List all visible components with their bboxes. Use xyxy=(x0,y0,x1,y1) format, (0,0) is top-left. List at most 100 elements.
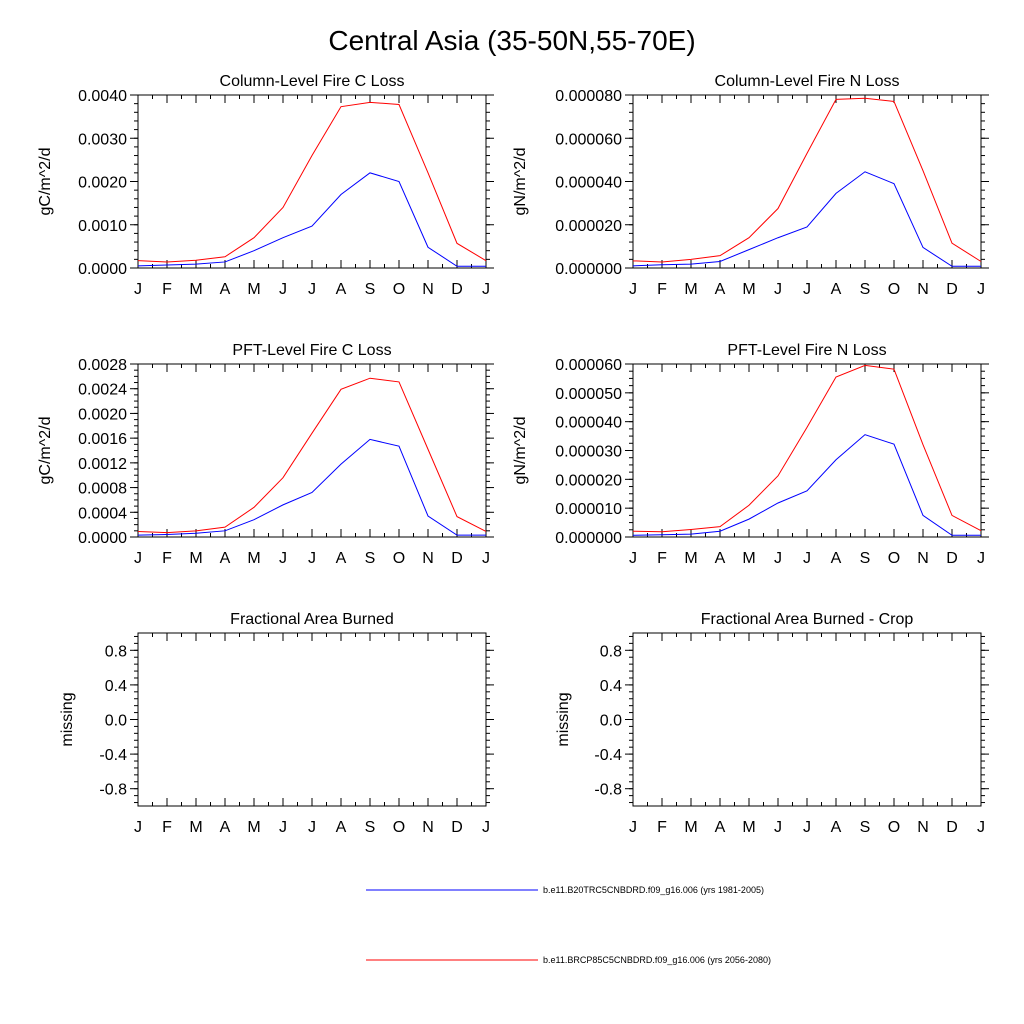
series-line-red xyxy=(632,364,982,533)
x-tick-label: N xyxy=(422,550,434,567)
x-tick-label: F xyxy=(162,550,172,567)
y-tick-label: 0.0000 xyxy=(78,261,127,278)
y-tick-label: 0.0008 xyxy=(78,481,127,498)
x-tick-label: S xyxy=(860,281,871,298)
x-tick-label: J xyxy=(308,281,316,298)
series-line-red xyxy=(137,377,487,534)
series-line-blue xyxy=(137,438,486,536)
x-tick-label: J xyxy=(308,819,316,836)
x-tick-label: J xyxy=(308,550,316,567)
y-tick-label: 0.000000 xyxy=(555,530,622,547)
y-tick-label: 0.0040 xyxy=(78,88,127,105)
y-tick-label: 0.000010 xyxy=(555,501,622,518)
y-axis-label: gC/m^2/d xyxy=(37,148,54,216)
x-tick-label: A xyxy=(715,819,726,836)
x-tick-label: A xyxy=(715,281,726,298)
y-axis-label: gC/m^2/d xyxy=(37,417,54,485)
y-tick-label: 0.0030 xyxy=(78,131,127,148)
y-tick-label: 0.000020 xyxy=(555,472,622,489)
y-tick-label: 0.0 xyxy=(600,713,622,730)
x-tick-label: O xyxy=(888,550,900,567)
series-line-red xyxy=(632,97,982,263)
y-tick-label: 0.000050 xyxy=(555,386,622,403)
y-tick-label: 0.0020 xyxy=(78,175,127,192)
plot-frame xyxy=(632,632,982,807)
y-tick-label: -0.4 xyxy=(594,747,622,764)
x-tick-label: F xyxy=(162,819,172,836)
x-tick-label: A xyxy=(220,281,231,298)
x-tick-label: J xyxy=(134,281,142,298)
x-tick-label: O xyxy=(888,281,900,298)
x-tick-label: J xyxy=(482,550,490,567)
x-tick-label: D xyxy=(451,819,463,836)
x-tick-label: O xyxy=(888,819,900,836)
series-line-red xyxy=(137,101,487,263)
panel-title: Column-Level Fire N Loss xyxy=(715,73,900,90)
plot-frame xyxy=(137,363,487,538)
x-tick-label: M xyxy=(247,550,260,567)
y-tick-label: -0.8 xyxy=(594,782,622,799)
y-tick-label: 0.000040 xyxy=(555,175,622,192)
x-tick-label: A xyxy=(831,550,842,567)
series-line-blue xyxy=(137,172,486,267)
y-tick-label: 0.8 xyxy=(600,643,622,660)
x-tick-label: O xyxy=(393,550,405,567)
x-tick-label: J xyxy=(134,819,142,836)
x-tick-label: S xyxy=(365,550,376,567)
x-tick-label: S xyxy=(860,550,871,567)
legend: b.e11.B20TRC5CNBDRD.f09_g16.006 (yrs 198… xyxy=(366,885,771,965)
x-tick-label: M xyxy=(742,281,755,298)
y-tick-label: 0.000030 xyxy=(555,444,622,461)
x-tick-label: J xyxy=(134,550,142,567)
x-tick-label: J xyxy=(774,819,782,836)
y-tick-label: 0.0 xyxy=(105,713,127,730)
x-tick-label: O xyxy=(393,819,405,836)
x-tick-label: N xyxy=(422,281,434,298)
y-tick-label: 0.000060 xyxy=(555,357,622,374)
x-tick-label: F xyxy=(657,550,667,567)
x-tick-label: M xyxy=(742,550,755,567)
legend-label-red: b.e11.BRCP85C5CNBDRD.f09_g16.006 (yrs 20… xyxy=(543,955,771,965)
y-tick-label: 0.0024 xyxy=(78,382,127,399)
x-tick-label: J xyxy=(977,550,985,567)
plot-frame xyxy=(632,363,982,538)
y-tick-label: 0.000000 xyxy=(555,261,622,278)
x-tick-label: N xyxy=(917,819,929,836)
x-tick-label: M xyxy=(684,281,697,298)
y-tick-label: -0.8 xyxy=(99,782,127,799)
x-tick-label: A xyxy=(831,281,842,298)
series-line-blue xyxy=(632,434,981,536)
y-tick-label: 0.000080 xyxy=(555,88,622,105)
x-tick-label: M xyxy=(189,550,202,567)
y-tick-label: 0.8 xyxy=(105,643,127,660)
y-tick-label: 0.0004 xyxy=(78,505,127,522)
x-tick-label: D xyxy=(451,281,463,298)
y-axis-label: gN/m^2/d xyxy=(512,417,529,485)
plot-frame xyxy=(137,94,487,269)
y-tick-label: 0.0016 xyxy=(78,431,127,448)
x-tick-label: J xyxy=(803,550,811,567)
x-tick-label: J xyxy=(774,550,782,567)
x-tick-label: J xyxy=(774,281,782,298)
legend-label-blue: b.e11.B20TRC5CNBDRD.f09_g16.006 (yrs 198… xyxy=(543,885,764,895)
x-tick-label: A xyxy=(220,819,231,836)
x-tick-label: J xyxy=(279,819,287,836)
y-tick-label: 0.000060 xyxy=(555,131,622,148)
x-tick-label: A xyxy=(336,281,347,298)
y-tick-label: 0.0020 xyxy=(78,406,127,423)
x-tick-label: M xyxy=(189,819,202,836)
x-tick-label: M xyxy=(247,819,260,836)
panel-title: Column-Level Fire C Loss xyxy=(220,73,405,90)
x-tick-label: J xyxy=(629,550,637,567)
x-tick-label: J xyxy=(629,281,637,298)
x-tick-label: A xyxy=(336,550,347,567)
x-tick-label: A xyxy=(336,819,347,836)
y-tick-label: 0.0012 xyxy=(78,456,127,473)
